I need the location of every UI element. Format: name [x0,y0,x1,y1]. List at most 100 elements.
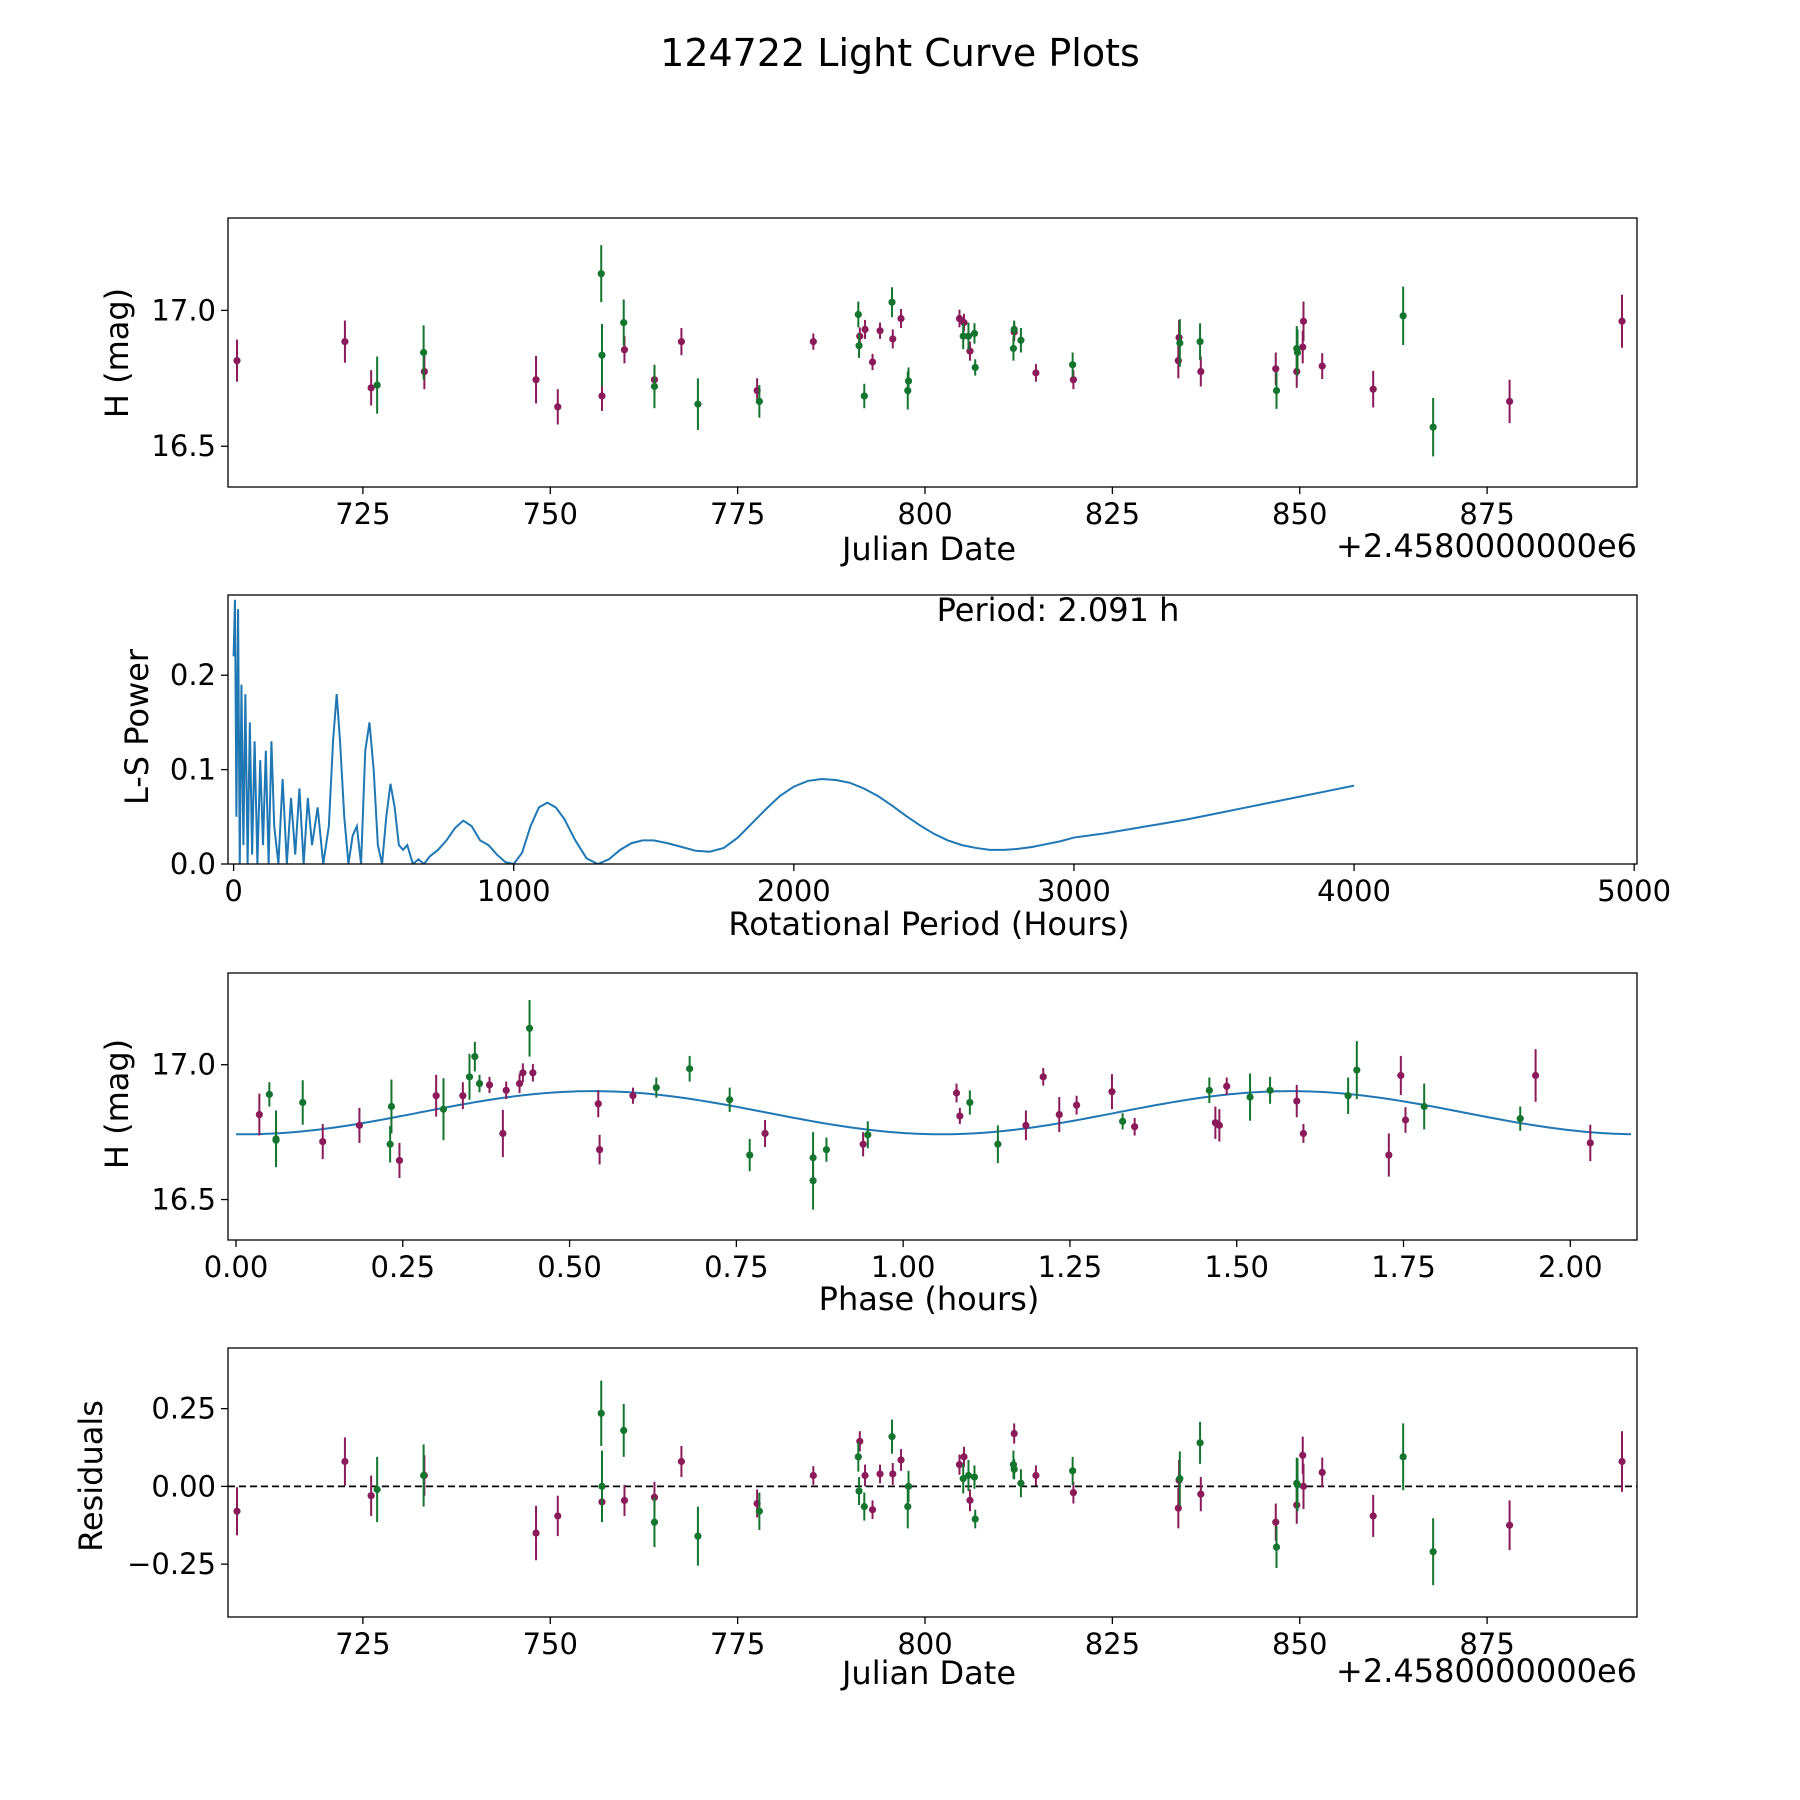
purple-data-point [897,314,905,323]
green-data-point [373,1485,381,1494]
purple-data-point [341,1457,349,1466]
y-tick-label: 0.2 [170,658,216,692]
green-data-point [1176,1475,1184,1483]
plot-area [232,599,1355,864]
purple-data-point [1618,1457,1626,1466]
green-data-point [888,298,896,306]
purple-data-point [515,1079,524,1088]
green-data-point [475,1079,484,1088]
purple-data-point [532,376,540,384]
purple-data-point [856,1437,864,1445]
green-data-point [1353,1066,1361,1074]
purple-data-point [861,325,869,334]
plot-frame [227,972,1638,1241]
purple-data-point [233,1507,241,1515]
x-tick-label: 5000 [1597,874,1671,908]
green-data-point [970,1473,979,1481]
green-data-point [373,381,381,389]
phase-folded-ylabel: H (mag) [98,1039,136,1169]
purple-data-point [1131,1123,1139,1131]
green-data-point [959,332,967,340]
green-data-point [1272,1543,1281,1551]
purple-data-point [1108,1088,1116,1096]
purple-data-point [1299,1482,1308,1490]
green-data-point [1205,1086,1213,1094]
residuals-xlabel: Julian Date [840,1654,1016,1692]
purple-data-point [956,1112,964,1120]
green-data-point [855,342,863,350]
x-tick-label: 800 [897,1627,952,1661]
x-tick-label: 775 [710,497,765,531]
green-data-point [652,1084,660,1092]
phase-folded-panel: Phase (hours) H (mag) 0.00 0.25 0.50 0.75 1.… [98,972,1638,1318]
purple-data-point [966,1496,974,1504]
purple-data-point [502,1086,510,1094]
green-data-point [420,348,428,357]
purple-data-point [1272,365,1280,373]
purple-data-point [1069,1489,1077,1497]
green-data-point [860,1503,868,1511]
green-data-point [387,1102,396,1111]
green-data-point [1429,423,1437,431]
green-data-point [299,1098,307,1107]
y-tick-label: 0.1 [170,753,216,787]
x-tick-label: 750 [523,1627,578,1661]
green-data-point [854,310,862,319]
green-data-point [265,1090,273,1098]
x-tick-label: 1000 [477,874,551,908]
purple-data-point [319,1137,327,1146]
green-data-point [755,1507,763,1515]
plot-frame [227,594,1638,865]
purple-data-point [952,1089,961,1097]
y-tick-label: 16.5 [151,1183,216,1217]
purple-data-point [868,358,877,366]
purple-data-point [1073,1101,1081,1109]
green-data-point [860,392,868,400]
light-curve-ylabel: H (mag) [98,288,136,418]
purple-data-point [1174,357,1182,365]
x-tick-label: 1.00 [871,1250,936,1284]
purple-data-point [859,1140,867,1148]
period-annotation: Period: 2.091 h [937,591,1180,629]
purple-data-point [1318,362,1326,370]
green-data-point [1196,338,1204,346]
purple-data-point [1299,343,1307,351]
x-tick-label: 825 [1085,497,1140,531]
x-tick-label: 850 [1272,497,1327,531]
purple-data-point [1272,1518,1280,1526]
green-data-point [1420,1102,1428,1111]
x-tick-label: 850 [1272,1627,1327,1661]
green-data-point [598,1482,606,1490]
purple-data-point [341,338,349,346]
x-tick-label: 2.00 [1538,1250,1603,1284]
purple-data-point [809,338,817,346]
purple-data-point [1299,1451,1307,1459]
green-data-point [904,1482,913,1490]
purple-data-point [255,1110,263,1119]
green-data-point [686,1065,694,1073]
green-data-point [1344,1092,1352,1100]
x-tick-label: 825 [1085,1627,1140,1661]
residuals-panel: Julian Date +2.4580000000e6 Residuals 72… [72,1347,1638,1692]
purple-data-point [1369,1512,1377,1520]
periodogram-ylabel: L-S Power [118,648,156,805]
x-tick-label: 1.50 [1204,1250,1269,1284]
green-data-point [620,319,628,327]
green-data-point [854,1453,862,1461]
purple-data-point [532,1529,540,1537]
green-data-point [597,1409,605,1417]
green-data-point [1017,336,1025,344]
green-data-point [1069,361,1077,369]
green-data-point [694,1532,702,1540]
purple-data-point [1174,1504,1182,1512]
green-data-point [386,1140,394,1148]
purple-data-point [1197,367,1205,376]
purple-data-point [233,357,241,365]
green-data-point [888,1433,896,1441]
residuals-ylabel: Residuals [72,1400,110,1552]
purple-data-point [897,1456,905,1464]
x-tick-label: 750 [523,497,578,531]
periodogram-xlabel: Rotational Period (Hours) [728,905,1129,943]
